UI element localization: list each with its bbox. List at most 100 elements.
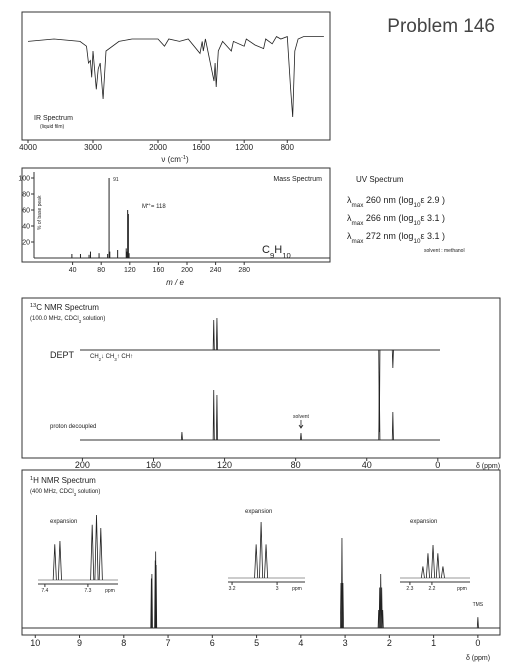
peak xyxy=(440,566,445,579)
peak-label-part: = 118 xyxy=(151,204,166,210)
uv-band-part: 10 xyxy=(413,238,421,245)
uv-band-part: ε 3.1 ) xyxy=(420,213,445,223)
x-axis-title: m / e xyxy=(166,278,184,287)
x-tick-label: 3 xyxy=(343,638,348,648)
x-tick-label: 2.2 xyxy=(428,586,435,592)
x-tick-label: 240 xyxy=(210,267,222,274)
y-tick-label: 100 xyxy=(18,176,30,183)
peak xyxy=(254,544,259,579)
uv-band-part: 272 nm (log xyxy=(363,231,413,241)
uv-band-part: max xyxy=(352,238,365,245)
inset-label: expansion xyxy=(410,519,437,525)
x-tick-label: 3000 xyxy=(84,143,102,152)
spectrum-conditions-part: 3 xyxy=(74,492,77,497)
x-tick-label: 4000 xyxy=(19,143,37,152)
x-tick-label: 2.3 xyxy=(406,586,413,592)
spectrum-label: Mass Spectrum xyxy=(273,176,322,183)
peak xyxy=(212,319,215,351)
spectrum-conditions-part: solution) xyxy=(81,316,105,322)
inset-unit: ppm xyxy=(292,586,302,592)
x-tick-label: 7.4 xyxy=(41,588,48,594)
y-tick-label: 60 xyxy=(22,208,30,215)
x-tick-label: 4 xyxy=(298,638,303,648)
uv-band: λmax 266 nm (log10ε 3.1 ) xyxy=(347,213,445,227)
peak-label: M•+= 118 xyxy=(142,202,166,211)
spectrum-conditions-part: solution) xyxy=(76,489,100,495)
x-tick-label: 7 xyxy=(166,638,171,648)
uv-band: λmax 260 nm (log10ε 2.9 ) xyxy=(347,195,445,209)
x-axis-title: δ (ppm) xyxy=(476,463,500,470)
inset-label: expansion xyxy=(245,509,272,515)
spectrum-label-part: 13 xyxy=(30,303,36,309)
tms-label: TMS xyxy=(473,602,484,608)
spectrum-conditions: (400 MHz, CDCl3 solution) xyxy=(30,489,100,497)
dept-legend-part: CH xyxy=(90,354,99,360)
uv-band-part: 10 xyxy=(413,202,421,209)
uv-solvent: solvent : methanol xyxy=(424,248,465,254)
x-axis-title-part: -1 xyxy=(181,155,186,161)
x-tick-label: 10 xyxy=(30,638,40,648)
page-title: Problem 146 xyxy=(387,16,495,37)
spectrum-conditions: (100.0 MHz, CDCl3 solution) xyxy=(30,316,105,324)
peak xyxy=(215,394,218,441)
spectrum-conditions-part: (100.0 MHz, CDCl xyxy=(30,316,79,322)
x-tick-label: 80 xyxy=(291,460,301,470)
peak xyxy=(431,544,436,579)
peak xyxy=(476,617,479,629)
mass-frame xyxy=(21,167,331,263)
x-axis-title-part: ) xyxy=(186,155,189,164)
peak xyxy=(52,544,57,581)
x-tick-label: 7.3 xyxy=(84,588,91,594)
peak xyxy=(212,389,215,441)
x-tick-label: 40 xyxy=(362,460,372,470)
formula-part: 9 xyxy=(270,251,274,260)
uv-title: UV Spectrum xyxy=(356,175,404,184)
ir-frame xyxy=(21,11,331,141)
peak xyxy=(90,524,95,581)
peak xyxy=(155,564,158,629)
x-tick-label: 0 xyxy=(475,638,480,648)
x-tick-label: 160 xyxy=(153,267,165,274)
y-axis-title: % of base peak xyxy=(37,195,43,230)
uv-band-part: λ xyxy=(347,195,352,205)
x-tick-label: 5 xyxy=(254,638,259,648)
spectrum-sublabel: (liquid film) xyxy=(40,124,65,130)
uv-band-part: 260 nm (log xyxy=(363,195,413,205)
y-tick-label: 20 xyxy=(22,240,30,247)
peak xyxy=(264,544,269,579)
uv-band: λmax 272 nm (log10ε 3.1 ) xyxy=(347,231,445,245)
spectrum-trace xyxy=(27,36,324,118)
x-tick-label: 3 xyxy=(276,586,279,592)
peak xyxy=(259,521,264,579)
uv-band-part: 266 nm (log xyxy=(363,213,413,223)
peak xyxy=(381,609,384,629)
dept-legend-part: ↓ CH xyxy=(101,354,114,360)
x-tick-label: 280 xyxy=(238,267,250,274)
x-tick-label: 6 xyxy=(210,638,215,648)
x-tick-label: 1 xyxy=(431,638,436,648)
peak xyxy=(380,587,383,629)
c13-frame xyxy=(21,297,501,459)
x-tick-label: 3.2 xyxy=(229,586,236,592)
dept-legend-part: 3 xyxy=(114,357,117,362)
x-tick-label: 120 xyxy=(124,267,136,274)
uv-band-part: λ xyxy=(347,213,352,223)
peak-label-part: M xyxy=(142,204,147,210)
decoupled-label: proton decoupled xyxy=(50,424,96,430)
spectrum-conditions-part: (400 MHz, CDCl xyxy=(30,489,74,495)
peak xyxy=(94,514,99,581)
spectrum-label: 13C NMR Spectrum xyxy=(30,303,99,312)
spectrum-label-part: C NMR Spectrum xyxy=(36,303,99,312)
peak xyxy=(57,540,62,581)
peak-label: 91 xyxy=(113,177,119,183)
peak xyxy=(98,527,103,581)
solvent-label: solvent xyxy=(293,414,309,420)
x-axis-title-part: ν (cm xyxy=(161,155,181,164)
uv-band-part: 10 xyxy=(413,220,421,227)
y-tick-label: 40 xyxy=(22,224,30,231)
uv-band-part: max xyxy=(352,220,365,227)
spectrum-label-part: H NMR Spectrum xyxy=(33,476,96,485)
peak xyxy=(391,411,394,441)
x-tick-label: 200 xyxy=(181,267,193,274)
